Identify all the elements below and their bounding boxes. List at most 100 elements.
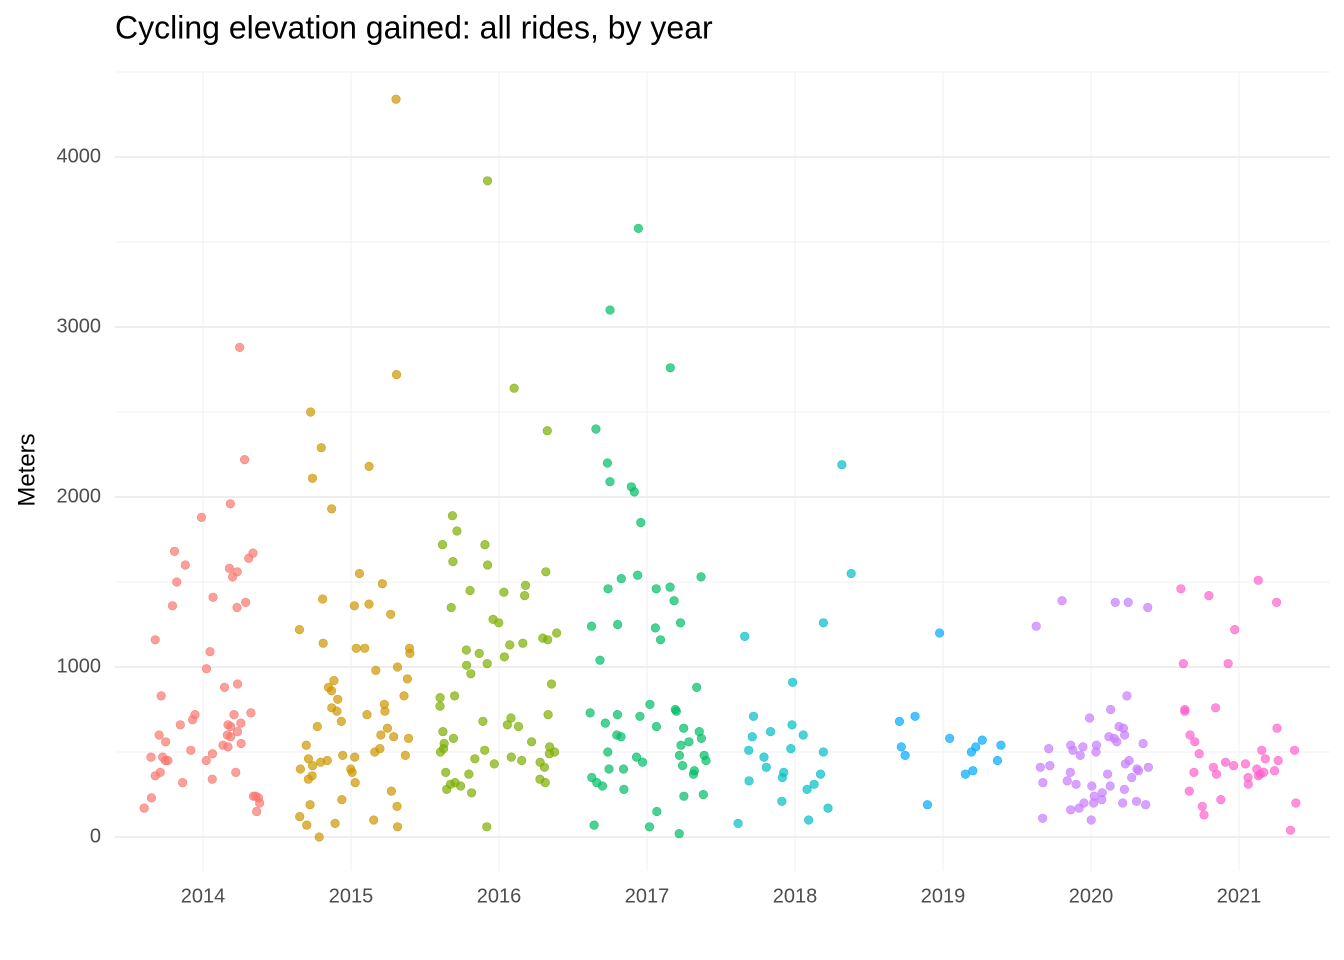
point	[1269, 766, 1280, 776]
point	[349, 601, 359, 611]
point	[1120, 730, 1130, 740]
point	[1118, 798, 1128, 808]
point	[389, 732, 399, 742]
point	[482, 822, 492, 832]
point	[499, 587, 509, 597]
point	[1211, 769, 1222, 779]
point	[635, 711, 645, 721]
point	[804, 815, 814, 825]
point	[232, 602, 242, 613]
point	[968, 766, 978, 776]
point	[677, 760, 688, 771]
point	[236, 738, 246, 749]
point	[1035, 762, 1045, 772]
point	[314, 832, 324, 842]
point	[226, 721, 236, 732]
point	[1071, 779, 1081, 789]
point	[327, 504, 337, 514]
point	[295, 764, 305, 774]
point	[1176, 584, 1186, 594]
point	[351, 643, 361, 653]
point	[482, 658, 492, 669]
point	[543, 635, 553, 645]
point	[815, 769, 826, 779]
point	[1044, 743, 1054, 754]
point	[441, 767, 451, 778]
point	[651, 721, 662, 732]
point	[307, 473, 318, 483]
point	[669, 596, 679, 606]
point	[837, 460, 847, 470]
point	[597, 781, 608, 791]
y-tick-label: 2000	[57, 485, 102, 507]
point	[377, 579, 387, 589]
point	[438, 726, 448, 737]
point	[332, 706, 342, 716]
point	[701, 755, 711, 766]
point	[333, 694, 343, 704]
point	[552, 628, 562, 638]
point	[435, 747, 446, 757]
point	[502, 720, 512, 730]
point	[1062, 776, 1072, 786]
point	[934, 628, 945, 638]
point	[178, 777, 188, 788]
point	[1038, 777, 1048, 788]
point	[1273, 755, 1283, 766]
point	[604, 764, 614, 774]
point	[786, 743, 796, 754]
point	[602, 458, 613, 468]
point	[1078, 742, 1088, 752]
point	[633, 223, 643, 233]
point	[546, 679, 557, 689]
point	[633, 570, 643, 580]
point	[518, 638, 528, 648]
point	[369, 815, 379, 825]
point	[205, 647, 215, 657]
point	[442, 784, 452, 795]
point	[295, 811, 305, 822]
point	[1190, 737, 1200, 747]
point	[391, 370, 402, 380]
point	[505, 640, 515, 650]
point	[645, 699, 655, 710]
point	[636, 517, 646, 528]
point	[1120, 759, 1130, 769]
point	[1185, 730, 1195, 740]
point	[466, 669, 476, 679]
point	[480, 539, 490, 550]
point	[509, 383, 519, 393]
point	[613, 619, 623, 630]
point	[330, 818, 340, 829]
point	[318, 594, 328, 604]
point	[448, 733, 459, 744]
point	[435, 692, 445, 703]
point	[456, 781, 466, 791]
point	[945, 733, 955, 744]
point	[922, 800, 933, 810]
point	[1031, 621, 1041, 631]
point	[616, 732, 626, 742]
point	[1285, 825, 1296, 835]
point	[777, 772, 787, 783]
point	[382, 723, 393, 733]
point	[244, 553, 254, 563]
point	[236, 718, 246, 728]
point	[655, 635, 666, 645]
point	[1066, 805, 1076, 815]
y-tick-label: 3000	[57, 315, 102, 337]
point	[336, 716, 346, 727]
point	[765, 726, 776, 737]
point	[464, 769, 474, 779]
point	[1143, 762, 1154, 772]
point	[798, 730, 808, 740]
x-tick-label: 2019	[921, 885, 966, 907]
point	[1133, 766, 1144, 776]
chart-title: Cycling elevation gained: all rides, by …	[115, 9, 713, 45]
point	[589, 820, 599, 830]
x-tick-label: 2021	[1217, 885, 1262, 907]
point	[748, 711, 759, 721]
point	[175, 720, 185, 730]
point	[818, 618, 828, 628]
point	[619, 784, 629, 795]
